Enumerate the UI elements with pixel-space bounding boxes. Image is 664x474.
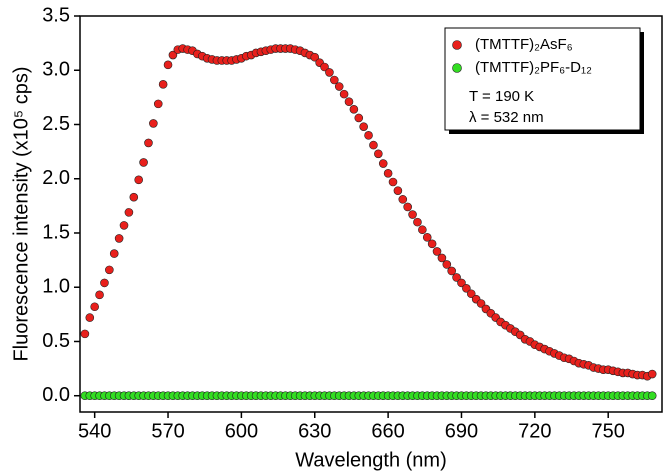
data-point <box>457 278 466 288</box>
data-point <box>647 369 657 379</box>
data-point <box>80 329 90 339</box>
data-point <box>349 105 359 114</box>
data-point <box>359 122 368 131</box>
data-point <box>163 60 173 70</box>
data-point <box>437 253 447 263</box>
legend-box <box>444 27 641 131</box>
data-point <box>85 313 95 322</box>
data-point <box>452 273 461 282</box>
data-point <box>403 202 412 212</box>
data-point <box>310 52 320 62</box>
data-point <box>374 149 383 159</box>
data-point <box>393 186 403 195</box>
data-point <box>149 119 158 128</box>
data-point <box>95 290 104 300</box>
y-tick-label: 2.5 <box>42 113 70 135</box>
data-point <box>647 391 657 401</box>
data-point <box>427 239 437 249</box>
y-tick-label: 1.5 <box>42 221 70 243</box>
data-point <box>325 68 334 77</box>
data-point <box>447 266 456 276</box>
data-point <box>320 62 329 72</box>
data-point <box>129 192 139 202</box>
data-point <box>388 177 398 187</box>
data-point <box>158 80 168 89</box>
x-tick-label: 660 <box>371 420 404 442</box>
data-point <box>114 234 124 243</box>
data-point <box>432 247 442 256</box>
data-point <box>344 97 354 107</box>
x-tick-label: 540 <box>78 420 111 442</box>
y-tick-label: 0.5 <box>42 330 70 352</box>
x-tick-label: 690 <box>445 420 478 442</box>
plot-frame <box>79 15 663 413</box>
data-point <box>422 233 432 242</box>
annotation: T = 190 K <box>469 88 534 105</box>
legend-label: (TMTTF)₂PF₆-D₁₂ <box>475 59 592 76</box>
data-point <box>144 138 153 148</box>
x-tick-label: 570 <box>151 420 184 442</box>
data-point <box>339 89 349 99</box>
y-axis-label: Fluorescence intensity (x10⁵ cps) <box>10 66 32 361</box>
data-point <box>378 159 388 168</box>
data-point <box>109 249 119 258</box>
data-point <box>168 50 178 60</box>
data-point <box>124 208 134 217</box>
data-point <box>354 113 364 123</box>
y-tick-label: 3.5 <box>42 4 70 26</box>
data-point <box>442 260 452 269</box>
data-point <box>418 225 427 235</box>
annotation: λ = 532 nm <box>469 109 544 126</box>
data-point <box>105 265 114 275</box>
y-tick-label: 2.0 <box>42 167 70 189</box>
y-tick-label: 0.0 <box>42 384 70 406</box>
legend-marker <box>452 63 462 73</box>
data-point <box>119 221 129 230</box>
data-point <box>408 210 417 219</box>
data-point <box>476 299 486 308</box>
data-point <box>330 75 339 85</box>
legend-marker <box>452 40 462 50</box>
data-point <box>413 217 422 227</box>
y-tick-label: 3.0 <box>42 59 70 81</box>
data-point <box>334 82 344 91</box>
x-tick-label: 750 <box>592 420 625 442</box>
x-tick-label: 720 <box>518 420 551 442</box>
data-point <box>153 99 163 109</box>
x-axis-label: Wavelength (nm) <box>295 449 447 471</box>
data-point <box>462 284 471 293</box>
data-point <box>134 175 143 185</box>
data-point <box>466 289 476 299</box>
data-point <box>383 169 393 178</box>
x-tick-label: 630 <box>298 420 331 442</box>
x-tick-label: 600 <box>225 420 258 442</box>
legend-label: (TMTTF)₂AsF₆ <box>475 36 573 53</box>
data-point <box>369 140 378 150</box>
data-point <box>90 302 99 312</box>
data-point <box>364 131 373 140</box>
data-point <box>398 195 408 204</box>
y-tick-label: 1.0 <box>42 276 70 298</box>
data-point <box>100 278 109 288</box>
data-point <box>139 158 148 167</box>
